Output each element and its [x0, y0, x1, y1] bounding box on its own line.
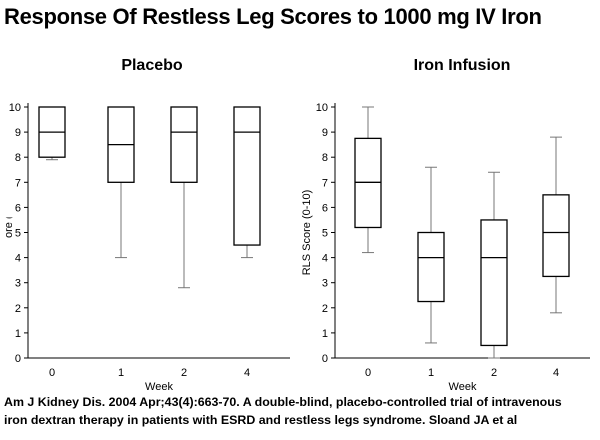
panel-1-x-tick-label: 2 — [181, 367, 187, 379]
panel-2-box — [417, 231, 445, 303]
panel-1-x-tick-label: 1 — [118, 367, 124, 379]
panel-1-y-tick-label: 8 — [15, 152, 21, 164]
panel-2-y-tick-label: 5 — [322, 228, 328, 240]
panel-1-y-tick-label: 6 — [15, 202, 21, 214]
panel-1-box — [233, 106, 261, 246]
panel-2-y-tick-label: 3 — [322, 278, 328, 290]
panel-1-y-tick-label: 3 — [15, 278, 21, 290]
citation: Am J Kidney Dis. 2004 Apr;43(4):663-70. … — [4, 393, 596, 429]
panel-1-y-tick-label: 1 — [15, 328, 21, 340]
panel-2-y-axis-label: RLS Score (0-10) — [301, 190, 313, 276]
panel-2-x-tick-label: 1 — [428, 367, 434, 379]
panel-2-x-tick-label: 4 — [553, 367, 559, 379]
panel-2-title: Iron Infusion — [414, 57, 511, 74]
panel-2-x-tick-label: 2 — [491, 367, 497, 379]
panel-2-box — [480, 219, 508, 347]
panel-2-y-tick-label: 0 — [322, 353, 328, 365]
panel-2-box — [542, 194, 570, 278]
panel-1-x-tick-label: 0 — [49, 367, 55, 379]
panel-1-y-tick-label: 4 — [15, 253, 21, 265]
panel-2-y-tick-label: 4 — [322, 253, 328, 265]
panel-2-x-axis-label: Week — [449, 381, 477, 393]
panel-2-x-tick-label: 0 — [365, 367, 371, 379]
panel-2-y-tick-label: 9 — [322, 127, 328, 139]
panel-1-box — [170, 106, 198, 183]
panel-1-title: Placebo — [121, 57, 183, 74]
panel-1-x-tick-label: 4 — [244, 367, 250, 379]
citation-line-1: Am J Kidney Dis. 2004 Apr;43(4):663-70. … — [4, 395, 562, 409]
page-title: Response Of Restless Leg Scores to 1000 … — [4, 4, 542, 29]
panel-1-y-tick-label: 5 — [15, 228, 21, 240]
panel-1-y-tick-label: 0 — [15, 353, 21, 365]
panel-1-y-axis-label: RLS Score (0-10) — [3, 190, 15, 276]
panel-2-y-tick-label: 7 — [322, 177, 328, 189]
panel-2-y-tick-label: 2 — [322, 303, 328, 315]
panel-2-y-tick-label: 8 — [322, 152, 328, 164]
panel-1-y-tick-label: 9 — [15, 127, 21, 139]
panel-2-y-tick-label: 1 — [322, 328, 328, 340]
panel-2-y-tick-label: 10 — [316, 102, 328, 114]
citation-line-2: iron dextran therapy in patients with ES… — [4, 413, 518, 427]
panel-1-y-tick-label: 7 — [15, 177, 21, 189]
panel-1-y-tick-label: 2 — [15, 303, 21, 315]
panel-1-x-axis-label: Week — [145, 381, 173, 393]
panel-1-y-tick-label: 10 — [9, 102, 21, 114]
panel-2-y-tick-label: 6 — [322, 202, 328, 214]
